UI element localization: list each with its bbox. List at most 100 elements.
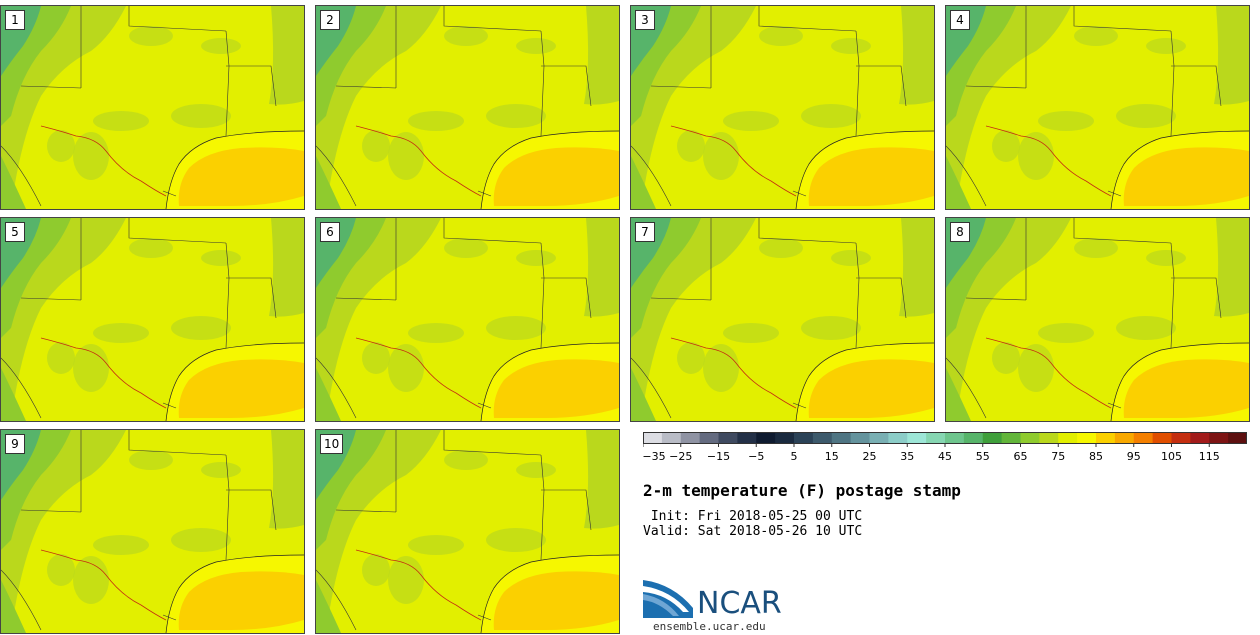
temperature-map — [631, 218, 934, 421]
terrain-patch — [388, 132, 424, 180]
rio-grande-river — [355, 125, 482, 197]
southwest-region — [631, 156, 656, 209]
colorbar-tick-label: 15 — [825, 450, 839, 463]
southwest-region — [631, 368, 656, 421]
colorbar-tick-label: −5 — [748, 450, 764, 463]
state-boundary — [162, 402, 177, 409]
colorbar-swatch — [680, 432, 701, 444]
terrain-patch — [516, 38, 556, 54]
colorbar-tick-label: 5 — [791, 450, 798, 463]
state-boundary — [335, 85, 397, 89]
gulf-warm-water — [493, 571, 619, 630]
terrain-patch — [1074, 238, 1118, 258]
terrain-patch — [1038, 111, 1094, 131]
terrain-patch — [201, 462, 241, 478]
state-boundary — [1, 145, 42, 207]
coastline — [165, 130, 304, 209]
member-panel-5: 5 — [0, 217, 305, 422]
chart-title: 2-m temperature (F) postage stamp — [643, 481, 961, 500]
member-label: 9 — [5, 434, 25, 454]
terrain-patch — [408, 111, 464, 131]
temperature-map — [946, 6, 1249, 209]
east-region — [584, 430, 619, 529]
member-panel-9: 9 — [0, 429, 305, 634]
state-boundary — [650, 297, 712, 301]
colorbar-swatch — [1152, 432, 1172, 444]
east-region — [584, 218, 619, 317]
state-boundary — [1073, 218, 1172, 244]
colorbar-border — [643, 432, 1247, 444]
colorbar-swatch — [1039, 432, 1059, 444]
state-boundary — [541, 489, 592, 531]
website-url[interactable]: ensemble.ucar.edu — [653, 620, 766, 633]
east-region — [1214, 6, 1249, 105]
state-boundary — [1171, 277, 1222, 319]
temperature-map — [946, 218, 1249, 421]
east-region — [269, 218, 304, 317]
colorbar-swatch — [812, 432, 833, 444]
colorbar-swatch — [661, 432, 682, 444]
terrain-patch — [201, 38, 241, 54]
terrain-patch — [801, 316, 861, 340]
state-boundary — [443, 6, 542, 32]
member-panel-1: 1 — [0, 5, 305, 210]
terrain-patch — [171, 528, 231, 552]
colorbar-swatch — [926, 432, 946, 444]
colorbar-swatch — [1020, 432, 1040, 444]
state-boundary — [335, 297, 397, 301]
state-boundary — [20, 85, 82, 89]
terrain-patch — [47, 554, 75, 586]
state-boundary — [316, 569, 357, 631]
terrain-patch — [831, 38, 871, 54]
terrain-patch — [171, 104, 231, 128]
terrain-patch — [129, 450, 173, 470]
member-label: 3 — [635, 10, 655, 30]
colorbar-swatch — [1096, 432, 1116, 444]
member-label: 4 — [950, 10, 970, 30]
state-boundary — [316, 145, 357, 207]
colorbar-swatch — [1209, 432, 1229, 444]
state-boundary — [1, 569, 42, 631]
state-boundary — [162, 614, 177, 621]
state-boundary — [477, 614, 492, 621]
terrain-patch — [1018, 344, 1054, 392]
coastline — [1110, 130, 1249, 209]
state-boundary — [226, 65, 277, 107]
coastline — [165, 342, 304, 421]
coastline — [480, 130, 619, 209]
state-boundary — [128, 218, 227, 244]
terrain-patch — [444, 450, 488, 470]
terrain-patch — [1074, 26, 1118, 46]
state-boundary — [443, 218, 542, 244]
rio-grande-river — [670, 125, 797, 197]
coastline — [795, 130, 934, 209]
temperature-map — [1, 218, 304, 421]
terrain-patch — [444, 26, 488, 46]
southwest-region — [1, 368, 26, 421]
terrain-patch — [362, 554, 390, 586]
coastline — [165, 554, 304, 633]
state-boundary — [226, 489, 277, 531]
member-panel-4: 4 — [945, 5, 1250, 210]
temperature-map — [1, 6, 304, 209]
terrain-patch — [93, 323, 149, 343]
state-boundary — [1107, 190, 1122, 197]
rio-grande-river — [985, 125, 1112, 197]
state-boundary — [758, 6, 857, 32]
terrain-patch — [73, 344, 109, 392]
colorbar-swatch — [1077, 432, 1097, 444]
state-boundary — [20, 297, 82, 301]
gulf-warm-water — [493, 359, 619, 418]
coastline — [795, 342, 934, 421]
terrain-patch — [516, 462, 556, 478]
terrain-patch — [486, 104, 546, 128]
colorbar-tick-label: 95 — [1127, 450, 1141, 463]
state-boundary — [20, 509, 82, 513]
state-boundary — [856, 65, 907, 107]
terrain-patch — [444, 238, 488, 258]
southwest-region — [316, 368, 341, 421]
terrain-patch — [1038, 323, 1094, 343]
rio-grande-river — [40, 549, 167, 621]
colorbar-swatch — [1228, 432, 1247, 444]
east-region — [269, 430, 304, 529]
